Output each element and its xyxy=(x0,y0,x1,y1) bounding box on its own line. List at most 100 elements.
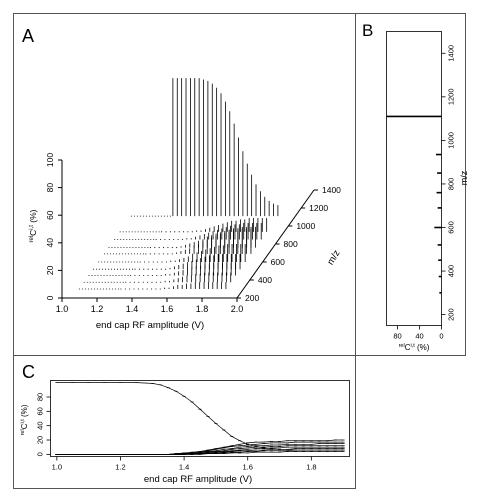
panel-a-baseline-point xyxy=(151,268,154,270)
panel-a-baseline-point xyxy=(147,281,149,283)
panel-a-baseline-point xyxy=(147,268,149,270)
panel-b-y-tick-label: 800 xyxy=(447,178,456,191)
panel-b-x-ticks: 80 40 0 xyxy=(393,325,444,341)
panel-a-baseline-point xyxy=(169,231,171,233)
panel-a-axes xyxy=(61,160,315,299)
panel-c-y-tick-label: 0 xyxy=(36,452,45,456)
panel-c-y-axis-label: relCi,t (%) xyxy=(20,404,29,435)
panel-a-baseline-point xyxy=(165,231,167,233)
panel-b-x-tick-label: 40 xyxy=(415,332,423,341)
panel-c-series-line xyxy=(56,382,344,451)
panel-a-x-tick-label: 1.6 xyxy=(161,304,174,314)
panel-a-y-tick-label: 0 xyxy=(45,295,55,300)
panel-a-baseline-point xyxy=(154,253,156,255)
panel-a-z-ticks: 200 400 600 800 1000 1200 1400 xyxy=(237,185,341,303)
panel-a-x-tick-label: 1.2 xyxy=(91,304,104,314)
panel-a-baseline-point xyxy=(158,253,160,255)
panel-a-baseline-point xyxy=(147,274,149,277)
panel-a-x-axis-label: end cap RF amplitude (V) xyxy=(96,320,204,331)
panel-a-baseline-point xyxy=(120,288,122,290)
panel-a-baseline-point xyxy=(162,253,164,255)
panel-c-y-tick-label: 20 xyxy=(36,436,45,444)
panel-a-baseline-point xyxy=(164,238,166,241)
panel-a-z-tick-label: 200 xyxy=(245,293,259,303)
panel-a-baseline-point xyxy=(165,268,167,270)
panel-b-x-tick-label: 80 xyxy=(393,332,401,341)
panel-a-baseline-point xyxy=(133,288,135,290)
panel-a-baseline-point xyxy=(173,238,175,241)
panel-a-baseline-point xyxy=(142,281,144,283)
panel-a-y-tick-label: 40 xyxy=(45,238,55,248)
panel-b-y-tick-label: 200 xyxy=(447,308,456,321)
panel-a-baseline-point xyxy=(158,247,160,249)
panel-c-x-tick-label: 1.8 xyxy=(306,463,316,472)
panel-a-series-mz-935 xyxy=(119,218,268,233)
panel-b-y-tick-label: 1000 xyxy=(447,132,456,149)
panel-a-baseline-point xyxy=(187,231,189,233)
panel-a-baseline-point xyxy=(160,238,162,241)
panel-a-z-tick-label: 400 xyxy=(258,275,272,285)
panel-a-series-mz-600 xyxy=(98,244,246,263)
panel-c-x-axis-label: end cap RF amplitude (V) xyxy=(144,474,252,485)
panel-a-baseline-point xyxy=(165,261,167,263)
panel-b-y-tick-label: 600 xyxy=(447,221,456,234)
panel-a-z-tick-label: 800 xyxy=(284,239,298,249)
panel-a-baseline-point xyxy=(143,268,145,270)
panel-b-frame xyxy=(355,13,466,356)
panel-a-y-tick-label: 20 xyxy=(45,265,55,275)
panel-a-baseline-point xyxy=(148,261,150,263)
panel-a-baseline-point xyxy=(138,281,140,283)
panel-a-x-tick-label: 2.0 xyxy=(231,304,244,314)
panel-a-baseline-point xyxy=(160,268,162,270)
panel-a-z-axis-label: m/z xyxy=(325,248,343,267)
panel-b-y-axis-label: m/z xyxy=(459,170,469,185)
panel-a-z-tick-label: 1000 xyxy=(296,221,315,231)
panel-a-baseline-point xyxy=(125,281,127,283)
panel-c-plot-box xyxy=(50,380,350,457)
panel-a-z-tick-label: 600 xyxy=(271,257,285,267)
panel-a-baseline-point xyxy=(174,231,176,233)
panel-a-series-mz-850 xyxy=(114,222,262,241)
panel-a-letter: A xyxy=(22,26,34,46)
panel-a-x-ticks: 1.0 1.2 1.4 1.6 1.8 2.0 xyxy=(56,298,244,314)
panel-a-baseline-point xyxy=(129,281,131,283)
panel-c-lines xyxy=(55,382,345,455)
panel-a-baseline-point xyxy=(129,288,131,290)
panel-a-series-mz-1110 xyxy=(130,78,279,217)
panel-a-x-tick-label: 1.8 xyxy=(196,304,209,314)
panel-a-series-mz-690 xyxy=(103,229,252,255)
panel-a-baseline-point xyxy=(138,268,140,270)
panel-a-baseline-point xyxy=(171,253,173,255)
panel-a-baseline-point xyxy=(160,281,162,283)
panel-b-y-ticks: 200 400 600 800 1000 1200 1400 xyxy=(441,45,456,321)
panel-c-series-line xyxy=(56,446,344,455)
panel-c-y-tick-label: 40 xyxy=(36,421,45,429)
panel-a-baseline-point xyxy=(149,253,151,255)
panel-b-y-tick-label: 1400 xyxy=(447,45,456,62)
panel-a-series-mz-300 xyxy=(78,282,227,290)
panel-a-baseline-point xyxy=(191,231,193,233)
panel-a-baseline-point xyxy=(177,238,179,241)
panel-a-baseline-point xyxy=(167,253,169,255)
panel-a-baseline-point xyxy=(143,261,146,263)
panel-b-plot-box xyxy=(386,31,442,326)
panel-a-series-mz-375 xyxy=(83,272,232,283)
panel-a-y-ticks: 0 20 40 60 80 100 xyxy=(45,153,62,300)
panel-a-baseline-point xyxy=(149,247,151,249)
panel-c-series-9 xyxy=(55,451,345,455)
panel-c-frame xyxy=(13,355,356,489)
panel-b-bars xyxy=(386,115,442,294)
panel-a-baseline-point xyxy=(151,274,153,277)
panel-a-baseline-point xyxy=(146,288,148,290)
panel-a-baseline-point xyxy=(150,288,153,290)
panel-c-chart: 1.0 1.2 1.4 1.6 1.8 0 20 40 60 80 end cap RF amp… xyxy=(20,380,350,485)
panel-a-baseline-point xyxy=(181,238,184,241)
panel-a-bars xyxy=(78,78,279,290)
panel-a-baseline-point xyxy=(138,274,140,277)
panel-a-baseline-point xyxy=(155,288,157,290)
panel-a-baseline-point xyxy=(161,261,163,263)
panel-a-y-axis-label: relCi,t (%) xyxy=(28,209,38,242)
panel-c-x-tick-label: 1.4 xyxy=(179,463,189,472)
